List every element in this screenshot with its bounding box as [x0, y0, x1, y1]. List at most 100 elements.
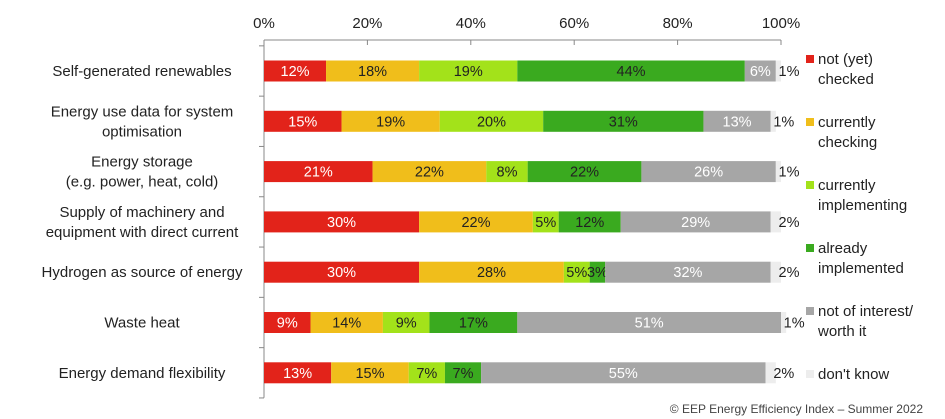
- legend-label: not (yet): [818, 51, 873, 68]
- legend-label: implemented: [818, 260, 904, 277]
- data-label: 19%: [454, 64, 483, 80]
- legend-label: checking: [818, 134, 877, 151]
- bar-segment: [486, 161, 528, 183]
- bar-segment: [429, 312, 518, 333]
- bar-segment: [264, 161, 373, 183]
- bar-segment: [517, 60, 745, 82]
- bar-segment: [543, 110, 704, 132]
- bar-segment: [439, 110, 544, 132]
- bar-segment: [341, 110, 440, 132]
- legend-swatch: [806, 181, 814, 189]
- bar-segment: [419, 261, 564, 283]
- bar-segment: [408, 362, 445, 384]
- data-label: 2%: [779, 265, 800, 281]
- data-label: 1%: [773, 114, 794, 130]
- category-label: Hydrogen as source of energy: [42, 264, 243, 281]
- bar-segment: [775, 60, 781, 82]
- data-label: 7%: [416, 366, 437, 382]
- bar-segment: [527, 161, 642, 183]
- bar-segment: [264, 261, 420, 283]
- x-tick-label: 20%: [352, 15, 382, 32]
- data-label: 44%: [617, 64, 646, 80]
- category-label: Energy storage: [91, 154, 193, 171]
- data-label: 22%: [461, 215, 490, 231]
- legend-swatch: [806, 118, 814, 126]
- category-label: Supply of machinery and: [59, 204, 224, 221]
- bar-segment: [605, 261, 771, 283]
- data-label: 2%: [773, 366, 794, 382]
- data-label: 13%: [283, 366, 312, 382]
- legend-swatch: [806, 307, 814, 315]
- data-label: 15%: [288, 114, 317, 130]
- data-label: 30%: [327, 215, 356, 231]
- category-label: (e.g. power, heat, cold): [66, 174, 219, 191]
- bar-segment: [419, 60, 518, 82]
- data-label: 13%: [723, 114, 752, 130]
- data-label: 3%: [587, 265, 608, 281]
- bar-segment: [620, 211, 771, 233]
- data-label: 12%: [281, 64, 310, 80]
- legend-label: currently: [818, 114, 876, 131]
- data-label: 14%: [332, 316, 361, 332]
- bar-segment: [310, 312, 383, 333]
- data-label: 22%: [570, 165, 599, 181]
- bar-segment: [372, 161, 487, 183]
- data-label: 32%: [673, 265, 702, 281]
- bar-segment: [765, 362, 776, 384]
- data-label: 9%: [396, 316, 417, 332]
- bar-segment: [517, 312, 781, 333]
- data-label: 51%: [635, 316, 664, 332]
- data-label: 17%: [459, 316, 488, 332]
- legend-label: not of interest/: [818, 303, 914, 320]
- legend-swatch: [806, 55, 814, 63]
- bar-segment: [775, 161, 781, 183]
- bar-segment: [770, 211, 781, 233]
- data-label: 20%: [477, 114, 506, 130]
- bar-segment: [770, 110, 776, 132]
- legend-label: implementing: [818, 197, 907, 214]
- bar-segment: [558, 211, 621, 233]
- bar-segment: [744, 60, 776, 82]
- data-label: 31%: [609, 114, 638, 130]
- legend-label: don't know: [818, 366, 889, 383]
- bar-segment: [481, 362, 766, 384]
- bar-segment: [703, 110, 771, 132]
- bar-segment: [264, 110, 342, 132]
- bar-segment: [264, 312, 311, 333]
- data-label: 22%: [415, 165, 444, 181]
- x-tick-label: 80%: [663, 15, 693, 32]
- legend-label: already: [818, 240, 868, 257]
- bar-segment: [331, 362, 409, 384]
- data-label: 5%: [535, 215, 556, 231]
- data-label: 26%: [694, 165, 723, 181]
- bar-segment: [264, 362, 332, 384]
- category-label: Energy use data for system: [51, 103, 234, 120]
- data-label: 8%: [497, 165, 518, 181]
- data-label: 9%: [277, 316, 298, 332]
- legend-label: checked: [818, 71, 874, 88]
- bar-segment: [589, 261, 606, 283]
- category-label: Self-generated renewables: [52, 63, 231, 80]
- category-label: optimisation: [102, 123, 182, 140]
- bar-segment: [781, 312, 787, 333]
- stacked-bar-chart: 0% 20% 40% 60% 80% 100% Self-generated renewab…: [42, 15, 914, 399]
- x-tick-label: 0%: [253, 15, 275, 32]
- data-label: 1%: [779, 165, 800, 181]
- legend-label: currently: [818, 177, 876, 194]
- data-label: 30%: [327, 265, 356, 281]
- data-label: 28%: [477, 265, 506, 281]
- bar-segment: [419, 211, 533, 233]
- data-label: 7%: [453, 366, 474, 382]
- copyright-note: © EEP Energy Efficiency Index – Summer 2…: [669, 402, 923, 416]
- legend-label: worth it: [817, 323, 867, 340]
- bar-segment: [264, 211, 420, 233]
- data-label: 1%: [784, 316, 805, 332]
- data-label: 55%: [609, 366, 638, 382]
- data-label: 5%: [566, 265, 587, 281]
- data-label: 18%: [358, 64, 387, 80]
- bar-segment: [641, 161, 776, 183]
- category-label: equipment with direct current: [46, 224, 239, 241]
- legend-swatch: [806, 244, 814, 252]
- data-label: 19%: [376, 114, 405, 130]
